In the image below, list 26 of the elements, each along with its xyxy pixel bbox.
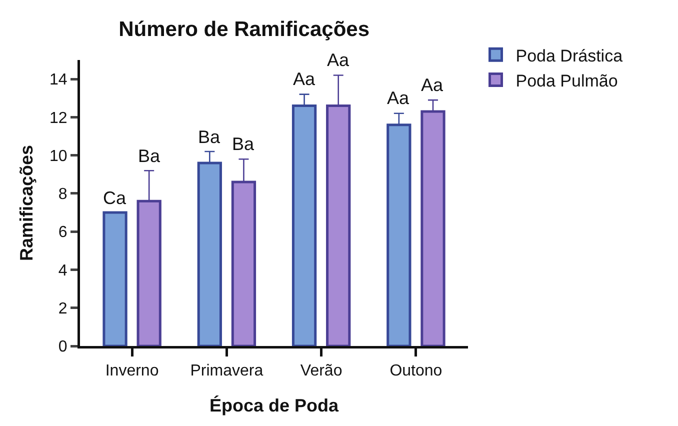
x-tick-label: Verão <box>300 362 342 380</box>
y-tick-label: 0 <box>58 338 68 356</box>
data-label: Ba <box>138 146 162 166</box>
legend-label: Poda Pulmão <box>516 71 618 90</box>
y-tick-label: 2 <box>58 300 68 318</box>
legend-label: Poda Drástica <box>516 46 624 66</box>
y-tick-label: 4 <box>58 262 68 280</box>
data-label: Ca <box>103 188 127 208</box>
y-tick-label: 12 <box>50 110 68 127</box>
x-tick-label: Inverno <box>105 362 159 380</box>
data-label: Ba <box>198 127 222 147</box>
data-label: Aa <box>387 88 410 108</box>
x-tick-label: Outono <box>390 362 442 380</box>
x-axis-title: Época de Poda <box>209 396 340 416</box>
x-tick-label: Primavera <box>190 362 264 380</box>
y-axis-title: Ramificações <box>16 144 36 262</box>
data-label: Aa <box>327 50 350 70</box>
chart-title: Número de Ramificações <box>118 18 370 41</box>
y-tick-label: 14 <box>50 72 68 89</box>
bar <box>102 211 128 346</box>
y-tick-label: 8 <box>58 186 68 204</box>
data-label: Aa <box>421 75 444 95</box>
data-label: Aa <box>293 69 316 89</box>
data-label: Ba <box>232 134 256 154</box>
y-tick-label: 10 <box>50 148 68 165</box>
y-tick-label: 6 <box>58 224 68 242</box>
